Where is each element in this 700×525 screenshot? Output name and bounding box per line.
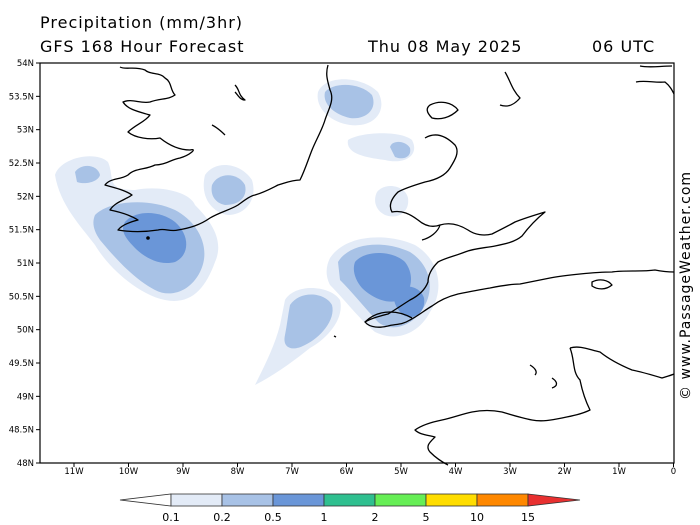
latitude-axis: 54N 53.5N 53N 52.5N 52N 51.5N 51N 50.5N 50N 49.5N…: [9, 59, 40, 469]
precipitation-field: [55, 79, 439, 385]
lat-label: 49N: [17, 392, 34, 402]
lon-label: 1W: [612, 467, 626, 477]
lat-label: 48N: [17, 459, 34, 469]
legend-label: 1: [321, 511, 328, 524]
map-title: Precipitation (mm/3hr): [40, 13, 244, 32]
legend-swatch: [323, 493, 376, 507]
lon-label: 3W: [503, 467, 517, 477]
legend-label: 0.2: [213, 511, 231, 524]
legend-swatch: [221, 493, 274, 507]
lat-label: 49.5N: [9, 359, 34, 369]
legend-label: 0.1: [162, 511, 180, 524]
legend-swatch: [425, 493, 478, 507]
legend-label: 15: [521, 511, 535, 524]
lat-label: 53.5N: [9, 92, 34, 102]
legend-swatch: [119, 493, 172, 507]
legend-swatch: [272, 493, 325, 507]
lat-label: 50N: [17, 326, 34, 336]
lat-label: 53N: [17, 126, 34, 136]
lon-label: 9W: [176, 467, 190, 477]
legend-label: 10: [470, 511, 484, 524]
valid-date: Thu 08 May 2025: [368, 37, 523, 56]
map-subtitle: GFS 168 Hour Forecast: [40, 37, 245, 56]
longitude-axis: 11W 10W 9W 8W 7W 6W 5W 4W 3W 2W 1W 0: [64, 463, 676, 477]
lat-label: 51.5N: [9, 226, 34, 236]
lon-label: 7W: [285, 467, 299, 477]
legend-label: 5: [423, 511, 430, 524]
coastlines: [104, 64, 675, 466]
legend-swatch: [527, 493, 581, 507]
lat-label: 52.5N: [9, 159, 34, 169]
lat-label: 50.5N: [9, 292, 34, 302]
lon-label: 8W: [231, 467, 245, 477]
lon-label: 2W: [558, 467, 572, 477]
legend-label: 2: [372, 511, 379, 524]
legend-swatch: [170, 493, 223, 507]
precipitation-legend: 0.1 0.2 0.5 1 2 5 10 15: [119, 493, 581, 524]
lon-label: 4W: [449, 467, 463, 477]
lon-label: 0: [671, 467, 676, 477]
lon-label: 11W: [64, 467, 84, 477]
lat-label: 51N: [17, 259, 34, 269]
lon-label: 6W: [340, 467, 354, 477]
lon-label: 10W: [119, 467, 139, 477]
lat-label: 52N: [17, 192, 34, 202]
lat-label: 48.5N: [9, 426, 34, 436]
valid-time: 06 UTC: [592, 37, 656, 56]
legend-swatch: [476, 493, 529, 507]
legend-swatch: [374, 493, 427, 507]
lon-label: 5W: [394, 467, 408, 477]
lat-label: 54N: [17, 59, 34, 69]
legend-label: 0.5: [264, 511, 282, 524]
